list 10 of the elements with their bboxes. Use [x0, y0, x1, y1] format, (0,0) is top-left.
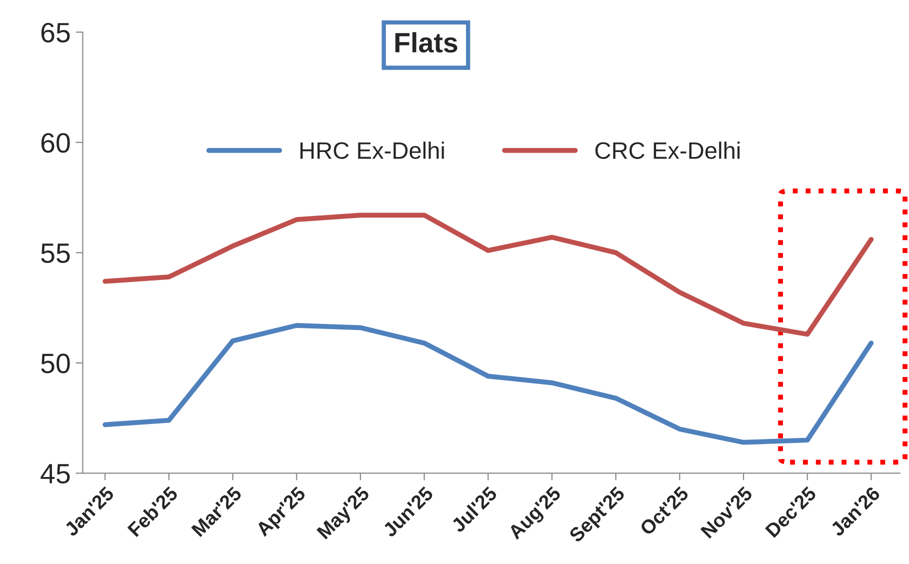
y-tick-label: 65 — [41, 22, 70, 42]
y-tick-label: 45 — [40, 464, 70, 484]
y-tick-label: 55 — [41, 244, 70, 264]
legend-label: CRC Ex-Delhi — [595, 142, 740, 159]
y-tick-label: 60 — [41, 133, 70, 153]
line-series — [102, 212, 874, 337]
chart-title: Flats — [395, 32, 458, 53]
line-series — [102, 323, 874, 445]
legend-label: HRC Ex-Delhi — [300, 142, 444, 159]
y-tick-label: 50 — [41, 354, 70, 374]
